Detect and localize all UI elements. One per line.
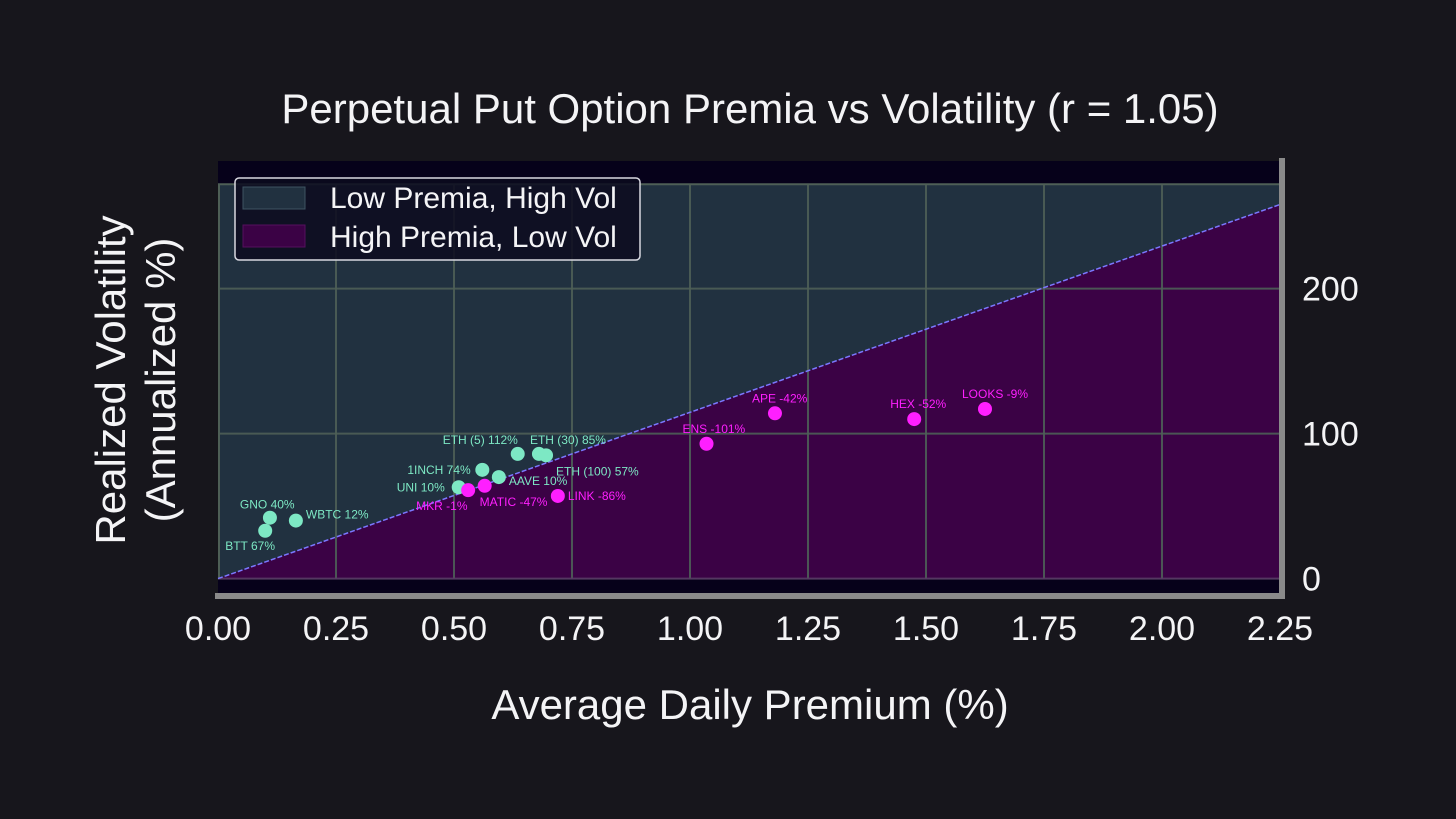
data-point-high-premia <box>699 436 714 451</box>
y-tick-label: 200 <box>1302 271 1359 309</box>
data-point-label: MKR -1% <box>416 499 468 513</box>
data-point-label: ETH (100) 57% <box>556 464 639 478</box>
y-tick-label: 0 <box>1302 561 1321 599</box>
x-tick-label: 0.75 <box>539 610 605 648</box>
data-point-low-premia <box>262 510 277 525</box>
x-tick-label: 0.25 <box>303 610 369 648</box>
data-point-high-premia <box>461 483 476 498</box>
data-point-high-premia <box>907 412 922 427</box>
data-point-label: HEX -52% <box>890 397 946 411</box>
x-tick-label: 2.25 <box>1247 610 1313 648</box>
legend-swatch-high-premia <box>242 224 306 248</box>
divider-line <box>217 203 1281 580</box>
y-axis-label-line-1: Realized Volatility <box>87 215 134 544</box>
data-point-label: ETH (5) 112% <box>443 433 518 447</box>
data-point-label: ETH (30) 85% <box>530 433 606 447</box>
legend: Low Premia, High Vol High Premia, Low Vo… <box>234 177 641 261</box>
plot-area: 0.00 0.25 0.50 0.75 1.00 1.25 1.50 1.75 2.00 2.25… <box>185 158 1359 648</box>
data-point-label: ENS -101% <box>683 422 746 436</box>
data-point-low-premia <box>491 470 506 485</box>
x-tick-label: 1.75 <box>1011 610 1077 648</box>
x-tick-label: 2.00 <box>1129 610 1195 648</box>
data-point-label: UNI 10% <box>397 480 445 494</box>
x-tick-label: 0.00 <box>185 610 251 648</box>
data-point-high-premia <box>767 406 782 421</box>
data-point-label: LINK -86% <box>568 489 626 503</box>
data-point-high-premia <box>477 478 492 493</box>
data-point-label: WBTC 12% <box>306 508 369 522</box>
y-tick-label: 100 <box>1302 416 1359 454</box>
data-point-low-premia <box>258 523 273 538</box>
x-tick-label: 0.50 <box>421 610 487 648</box>
chart-title: Perpetual Put Option Premia vs Volatilit… <box>281 85 1218 132</box>
legend-swatch-low-premia <box>242 186 306 210</box>
data-point-label: GNO 40% <box>240 498 295 512</box>
data-point-label: BTT 67% <box>225 539 275 553</box>
legend-label-high-premia: High Premia, Low Vol <box>330 221 617 254</box>
y-axis-label-line-2: (Annualized %) <box>137 238 184 523</box>
data-point-low-premia <box>510 446 525 461</box>
x-axis-label: Average Daily Premium (%) <box>491 681 1008 728</box>
data-point-label: LOOKS -9% <box>962 387 1028 401</box>
data-point-label: MATIC -47% <box>480 495 548 509</box>
data-point-low-premia <box>475 462 490 477</box>
legend-label-low-premia: Low Premia, High Vol <box>330 182 617 215</box>
data-point-high-premia <box>550 488 565 503</box>
data-point-label: 1INCH 74% <box>407 463 471 477</box>
data-point-label: AAVE 10% <box>509 474 568 488</box>
data-point-low-premia <box>539 448 554 463</box>
data-point-label: APE -42% <box>752 391 808 405</box>
x-tick-label: 1.00 <box>657 610 723 648</box>
data-point-low-premia <box>288 513 303 528</box>
y-axis-label: Realized Volatility (Annualized %) <box>87 215 184 544</box>
x-tick-label: 1.25 <box>775 610 841 648</box>
data-point-high-premia <box>978 401 992 416</box>
legend-box <box>234 177 641 261</box>
x-tick-label: 1.50 <box>893 610 959 648</box>
